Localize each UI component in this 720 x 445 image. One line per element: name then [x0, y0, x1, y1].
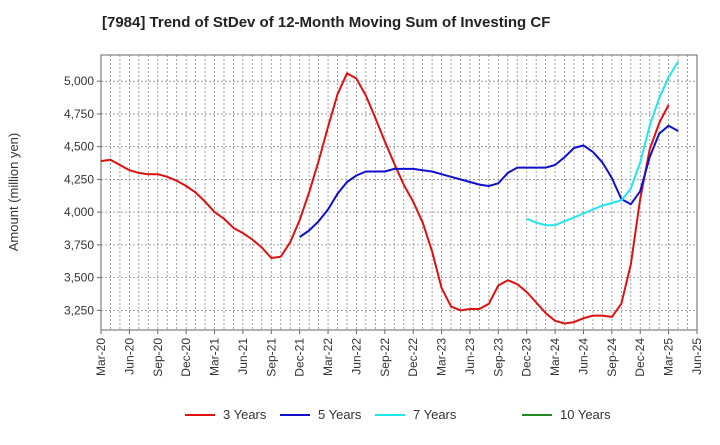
x-tick-label: Jun-21 — [236, 338, 250, 375]
y-tick-label: 3,500 — [64, 271, 94, 285]
x-tick-label: Sep-21 — [264, 338, 278, 377]
x-tick-label: Jun-24 — [576, 338, 590, 375]
series-line-5-years — [299, 124, 679, 238]
y-tick-label: 3,750 — [64, 238, 94, 252]
x-tick-label: Mar-24 — [548, 338, 562, 376]
x-tick-label: Dec-21 — [293, 338, 307, 377]
x-tick-label: Sep-23 — [491, 338, 505, 377]
x-tick-label: Mar-22 — [321, 338, 335, 376]
legend-label: 10 Years — [560, 407, 611, 422]
x-tick-label: Dec-22 — [406, 338, 420, 377]
x-tick-label: Jun-20 — [122, 338, 136, 375]
y-tick-label: 4,750 — [64, 107, 94, 121]
chart-title: [7984] Trend of StDev of 12-Month Moving… — [102, 14, 551, 31]
x-tick-label: Sep-24 — [605, 338, 619, 377]
series-line-3-years — [100, 72, 670, 325]
y-tick-label: 4,250 — [64, 172, 94, 186]
x-tick-label: Sep-20 — [151, 338, 165, 377]
x-tick-label: Dec-20 — [179, 338, 193, 377]
x-tick-label: Mar-23 — [435, 338, 449, 376]
x-tick-label: Mar-25 — [662, 338, 676, 376]
legend-label: 7 Years — [413, 407, 457, 422]
legend-label: 5 Years — [318, 407, 362, 422]
x-tick-label: Jun-25 — [690, 338, 704, 375]
x-tick-label: Dec-24 — [633, 338, 647, 377]
x-tick-label: Dec-23 — [520, 338, 534, 377]
y-axis-label: Amount (million yen) — [6, 133, 21, 252]
x-tick-label: Jun-23 — [463, 338, 477, 375]
y-tick-label: 4,000 — [64, 205, 94, 219]
y-tick-label: 4,500 — [64, 140, 94, 154]
x-tick-label: Jun-22 — [349, 338, 363, 375]
x-tick-label: Mar-21 — [208, 338, 222, 376]
legend-label: 3 Years — [223, 407, 267, 422]
plot-frame — [100, 54, 698, 331]
y-tick-label: 3,250 — [64, 303, 94, 317]
x-tick-label: Mar-20 — [94, 338, 108, 376]
series-line-7-years — [526, 60, 679, 227]
y-tick-label: 5,000 — [64, 74, 94, 88]
x-tick-label: Sep-22 — [378, 338, 392, 377]
